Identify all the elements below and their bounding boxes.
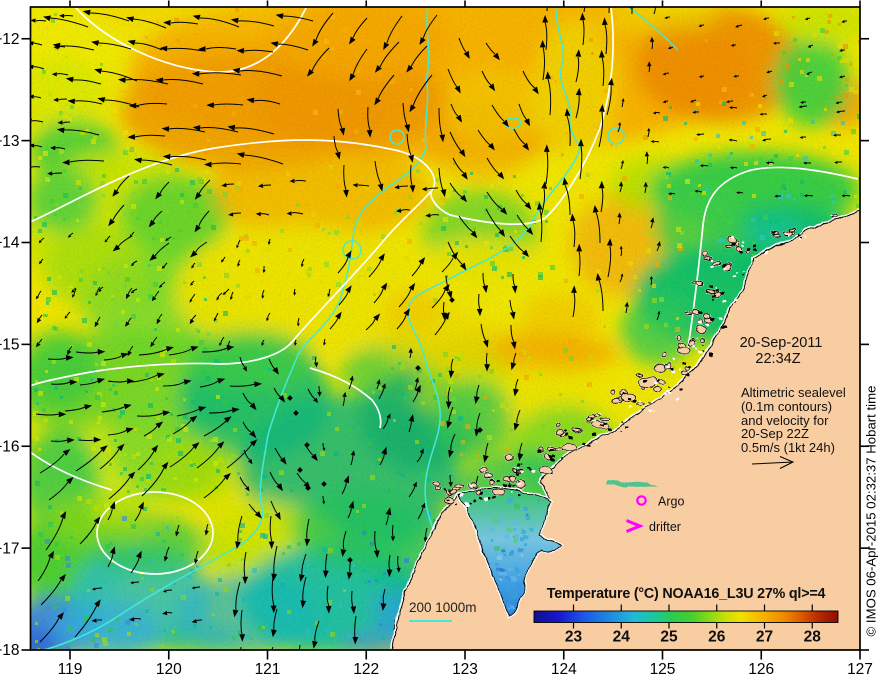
svg-text:27: 27 — [756, 629, 773, 646]
svg-text:Temperature (°C) NOAA16_L3U 27: Temperature (°C) NOAA16_L3U 27% ql>=4 — [547, 586, 826, 602]
svg-text:122: 122 — [353, 661, 379, 678]
svg-text:127: 127 — [847, 661, 873, 678]
svg-text:20-Sep-2011: 20-Sep-2011 — [740, 335, 823, 351]
svg-text:123: 123 — [452, 661, 478, 678]
svg-text:120: 120 — [156, 661, 182, 678]
svg-text:25: 25 — [660, 629, 678, 646]
svg-text:Argo: Argo — [658, 495, 684, 509]
svg-text:and velocity for: and velocity for — [741, 413, 829, 428]
svg-text:125: 125 — [650, 661, 676, 678]
svg-text:(0.1m contours): (0.1m contours) — [741, 399, 832, 414]
svg-text:200 1000m: 200 1000m — [409, 600, 477, 615]
svg-text:−17: −17 — [0, 540, 20, 557]
svg-text:126: 126 — [748, 661, 774, 678]
svg-text:26: 26 — [708, 629, 726, 646]
svg-text:124: 124 — [551, 661, 577, 678]
svg-text:24: 24 — [613, 629, 631, 646]
svg-text:121: 121 — [255, 661, 281, 678]
svg-text:−15: −15 — [0, 337, 20, 354]
svg-text:28: 28 — [804, 629, 822, 646]
svg-text:119: 119 — [58, 661, 83, 678]
svg-text:−18: −18 — [0, 642, 20, 659]
svg-text:−14: −14 — [0, 235, 20, 252]
svg-text:−16: −16 — [0, 438, 20, 455]
svg-text:Altimetric sealevel: Altimetric sealevel — [741, 385, 846, 400]
svg-text:© IMOS 06-Apr-2015 02:32:37 Ho: © IMOS 06-Apr-2015 02:32:37 Hobart time — [864, 386, 879, 637]
svg-text:drifter: drifter — [649, 520, 681, 534]
svg-text:−12: −12 — [0, 31, 20, 48]
svg-text:−13: −13 — [0, 133, 20, 150]
svg-text:23: 23 — [565, 629, 583, 646]
svg-text:0.5m/s (1kt 24h): 0.5m/s (1kt 24h) — [741, 440, 835, 455]
svg-text:22:34Z: 22:34Z — [755, 351, 800, 367]
svg-text:20-Sep 22Z: 20-Sep 22Z — [741, 426, 809, 441]
